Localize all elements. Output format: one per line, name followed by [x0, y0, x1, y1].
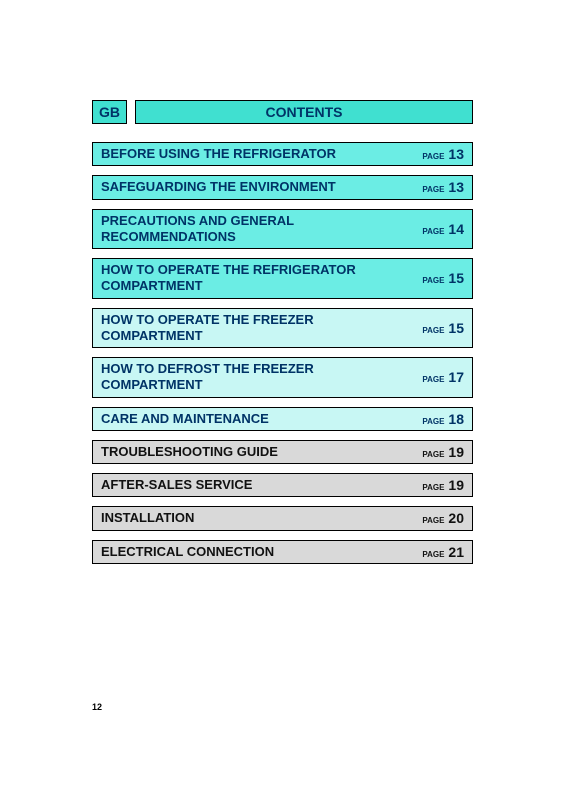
toc-page-label: PAGE	[422, 185, 444, 194]
toc-list: BEFORE USING THE REFRIGERATORPAGE13SAFEG…	[92, 142, 473, 564]
toc-item-title: CARE AND MAINTENANCE	[101, 411, 269, 427]
toc-page-group: PAGE 17	[422, 369, 464, 385]
toc-page-label: PAGE	[422, 550, 444, 559]
toc-page-number: 17	[448, 369, 464, 385]
toc-item-title: HOW TO DEFROST THE FREEZER COMPARTMENT	[101, 361, 371, 394]
toc-page-number: 21	[448, 544, 464, 560]
toc-item-title: PRECAUTIONS AND GENERAL RECOMMENDATIONS	[101, 213, 371, 246]
toc-page-group: PAGE 20	[422, 510, 464, 526]
toc-page-group: PAGE 21	[422, 544, 464, 560]
toc-page-group: PAGE 13	[422, 179, 464, 195]
toc-page-number: 14	[448, 221, 464, 237]
toc-page-label: PAGE	[422, 326, 444, 335]
toc-item-title: TROUBLESHOOTING GUIDE	[101, 444, 278, 460]
language-code-box: GB	[92, 100, 127, 124]
toc-item: HOW TO DEFROST THE FREEZER COMPARTMENT PA…	[92, 357, 473, 398]
toc-item-title: BEFORE USING THE REFRIGERATOR	[101, 146, 336, 162]
toc-page-group: PAGE 15	[422, 320, 464, 336]
toc-page-group: PAGE 18	[422, 411, 464, 427]
toc-item-title: ELECTRICAL CONNECTION	[101, 544, 274, 560]
toc-page-label: PAGE	[422, 276, 444, 285]
footer-page-number: 12	[92, 702, 102, 712]
toc-page-label: PAGE	[422, 516, 444, 525]
toc-item: HOW TO OPERATE THE FREEZER COMPARTMENT PA…	[92, 308, 473, 349]
toc-page-label: PAGE	[422, 375, 444, 384]
toc-page-number: 15	[448, 320, 464, 336]
toc-item: AFTER-SALES SERVICE PAGE 19	[92, 473, 473, 497]
toc-item-title: HOW TO OPERATE THE FREEZER COMPARTMENT	[101, 312, 371, 345]
toc-page-number: 20	[448, 510, 464, 526]
toc-page-group: PAGE 15	[422, 270, 464, 286]
toc-page-label: PAGE	[422, 483, 444, 492]
toc-page-label: PAGE	[422, 450, 444, 459]
toc-item: CARE AND MAINTENANCE PAGE 18	[92, 407, 473, 431]
toc-page-group: PAGE 14	[422, 221, 464, 237]
toc-page-number: 18	[448, 411, 464, 427]
toc-item-title: AFTER-SALES SERVICE	[101, 477, 252, 493]
page-container: GB CONTENTS BEFORE USING THE REFRIGERATO…	[0, 0, 565, 564]
toc-item: BEFORE USING THE REFRIGERATOR PAGE 13	[92, 142, 473, 166]
toc-page-group: PAGE 19	[422, 477, 464, 493]
toc-page-number: 19	[448, 477, 464, 493]
toc-item: HOW TO OPERATE THE REFRIGERATOR COMPARTM…	[92, 258, 473, 299]
contents-title-box: CONTENTS	[135, 100, 473, 124]
toc-item: PRECAUTIONS AND GENERAL RECOMMENDATIONS P…	[92, 209, 473, 250]
toc-page-label: PAGE	[422, 417, 444, 426]
toc-item: SAFEGUARDING THE ENVIRONMENT PAGE 13	[92, 175, 473, 199]
toc-page-label: PAGE	[422, 152, 444, 161]
toc-page-number: 19	[448, 444, 464, 460]
toc-page-number: 15	[448, 270, 464, 286]
toc-page-group: PAGE 19	[422, 444, 464, 460]
toc-page-number: 13	[448, 179, 464, 195]
toc-item: INSTALLATION PAGE 20	[92, 506, 473, 530]
toc-page-label: PAGE	[422, 227, 444, 236]
toc-page-group: PAGE 13	[422, 146, 464, 162]
toc-page-number: 13	[448, 146, 464, 162]
toc-item-title: SAFEGUARDING THE ENVIRONMENT	[101, 179, 336, 195]
header-row: GB CONTENTS	[92, 100, 473, 124]
toc-item: ELECTRICAL CONNECTION PAGE 21	[92, 540, 473, 564]
toc-item: TROUBLESHOOTING GUIDE PAGE 19	[92, 440, 473, 464]
toc-item-title: HOW TO OPERATE THE REFRIGERATOR COMPARTM…	[101, 262, 371, 295]
toc-item-title: INSTALLATION	[101, 510, 194, 526]
